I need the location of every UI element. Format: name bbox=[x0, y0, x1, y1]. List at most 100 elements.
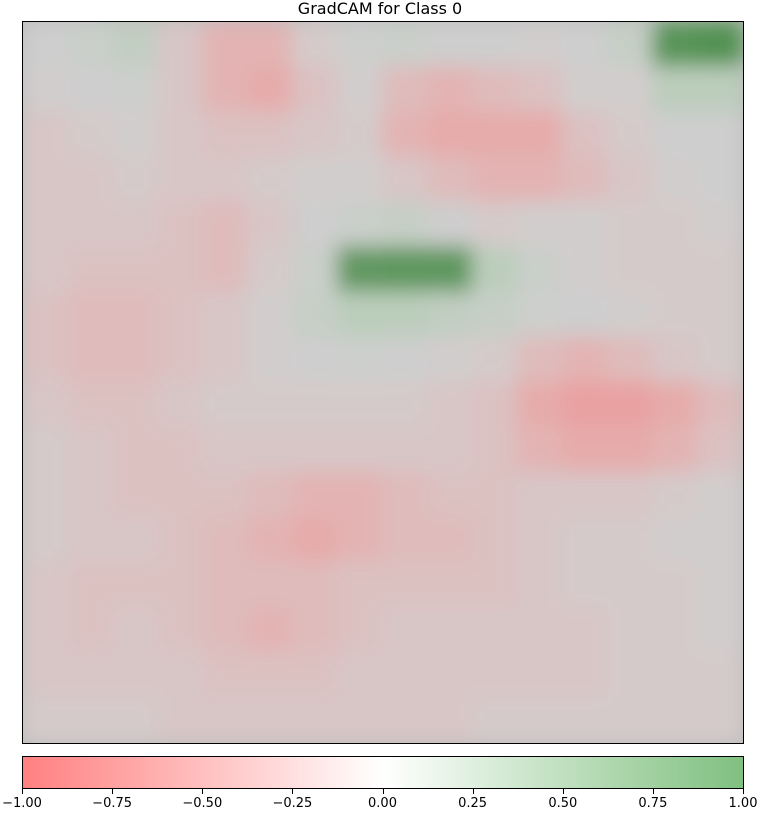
heatmap-cell bbox=[337, 22, 384, 69]
heatmap-cell bbox=[472, 246, 519, 294]
heatmap-cell bbox=[427, 381, 474, 429]
heatmap-cell bbox=[67, 696, 114, 743]
heatmap-cell bbox=[697, 696, 743, 743]
heatmap-cell bbox=[157, 336, 204, 384]
heatmap-cell bbox=[23, 696, 69, 743]
heatmap-cell bbox=[562, 471, 609, 519]
heatmap-cell bbox=[202, 336, 249, 384]
heatmap-cell bbox=[472, 156, 519, 204]
colorbar-tick-label: 0.50 bbox=[548, 796, 578, 811]
heatmap-cell bbox=[337, 111, 384, 159]
colorbar-tick bbox=[202, 789, 204, 794]
heatmap-cell bbox=[67, 336, 114, 384]
heatmap-cell bbox=[292, 606, 339, 654]
heatmap bbox=[23, 22, 743, 743]
heatmap-cell bbox=[202, 606, 249, 654]
heatmap-cell bbox=[337, 471, 384, 519]
heatmap-cell bbox=[112, 336, 159, 384]
heatmap-cell bbox=[517, 201, 564, 249]
heatmap-cell bbox=[652, 111, 699, 159]
heatmap-cell bbox=[157, 381, 204, 429]
heatmap-cell bbox=[652, 381, 699, 429]
heatmap-cell bbox=[517, 111, 564, 159]
heatmap-cell bbox=[607, 471, 654, 519]
heatmap-cell bbox=[472, 606, 519, 654]
heatmap-cell bbox=[427, 426, 474, 474]
heatmap-cell bbox=[23, 471, 69, 519]
heatmap-cell bbox=[472, 111, 519, 159]
heatmap-cell bbox=[247, 606, 294, 654]
heatmap-cell bbox=[652, 66, 699, 114]
heatmap-cell bbox=[202, 291, 249, 339]
heatmap-cell bbox=[337, 426, 384, 474]
heatmap-cell bbox=[652, 291, 699, 339]
heatmap-cell bbox=[67, 606, 114, 654]
heatmap-cell bbox=[427, 471, 474, 519]
colorbar-tick bbox=[382, 789, 384, 794]
heatmap-cell bbox=[67, 561, 114, 609]
heatmap-cell bbox=[157, 246, 204, 294]
colorbar-tick bbox=[22, 789, 23, 794]
heatmap-cell bbox=[202, 201, 249, 249]
heatmap-cell bbox=[292, 651, 339, 699]
heatmap-cell bbox=[157, 291, 204, 339]
heatmap-cell bbox=[607, 336, 654, 384]
heatmap-cell bbox=[247, 651, 294, 699]
colorbar-tick bbox=[112, 789, 114, 794]
heatmap-cell bbox=[23, 561, 69, 609]
heatmap-cell bbox=[67, 471, 114, 519]
heatmap-cell bbox=[472, 471, 519, 519]
heatmap-cell bbox=[517, 606, 564, 654]
heatmap-cell bbox=[247, 426, 294, 474]
heatmap-cell bbox=[382, 201, 429, 249]
heatmap-cell bbox=[562, 66, 609, 114]
heatmap-cell bbox=[472, 561, 519, 609]
heatmap-cell bbox=[67, 66, 114, 114]
heatmap-cell bbox=[607, 516, 654, 564]
heatmap-cell bbox=[202, 696, 249, 743]
heatmap-cell bbox=[562, 696, 609, 743]
heatmap-cell bbox=[697, 381, 743, 429]
heatmap-cell bbox=[247, 696, 294, 743]
heatmap-cell bbox=[292, 22, 339, 69]
heatmap-cell bbox=[382, 696, 429, 743]
heatmap-cell bbox=[607, 381, 654, 429]
heatmap-cell bbox=[292, 381, 339, 429]
heatmap-cell bbox=[202, 156, 249, 204]
heatmap-cell bbox=[157, 22, 204, 69]
heatmap-cell bbox=[337, 246, 384, 294]
heatmap-cell bbox=[112, 111, 159, 159]
heatmap-cell bbox=[23, 201, 69, 249]
heatmap-cell bbox=[427, 291, 474, 339]
heatmap-cell bbox=[247, 22, 294, 69]
heatmap-cell bbox=[562, 201, 609, 249]
heatmap-cell bbox=[562, 156, 609, 204]
heatmap-cell bbox=[112, 426, 159, 474]
heatmap-cell bbox=[652, 516, 699, 564]
heatmap-cell bbox=[382, 111, 429, 159]
heatmap-cell bbox=[562, 381, 609, 429]
heatmap-cell bbox=[427, 606, 474, 654]
heatmap-cell bbox=[202, 651, 249, 699]
colorbar-tick-label: 0.75 bbox=[638, 796, 668, 811]
heatmap-cell bbox=[427, 336, 474, 384]
heatmap-cell bbox=[292, 336, 339, 384]
heatmap-cell bbox=[202, 22, 249, 69]
heatmap-cell bbox=[562, 22, 609, 69]
heatmap-cell bbox=[112, 66, 159, 114]
heatmap-cell bbox=[112, 291, 159, 339]
heatmap-cell bbox=[427, 516, 474, 564]
heatmap-cell bbox=[652, 201, 699, 249]
heatmap-cell bbox=[337, 156, 384, 204]
heatmap-cell bbox=[697, 201, 743, 249]
heatmap-cell bbox=[562, 246, 609, 294]
heatmap-cell bbox=[472, 516, 519, 564]
heatmap-cell bbox=[247, 471, 294, 519]
heatmap-cell bbox=[607, 651, 654, 699]
heatmap-cell bbox=[23, 291, 69, 339]
heatmap-cell bbox=[337, 336, 384, 384]
heatmap-cell bbox=[247, 111, 294, 159]
heatmap-cell bbox=[607, 291, 654, 339]
heatmap-cell bbox=[472, 381, 519, 429]
heatmap-cell bbox=[67, 516, 114, 564]
